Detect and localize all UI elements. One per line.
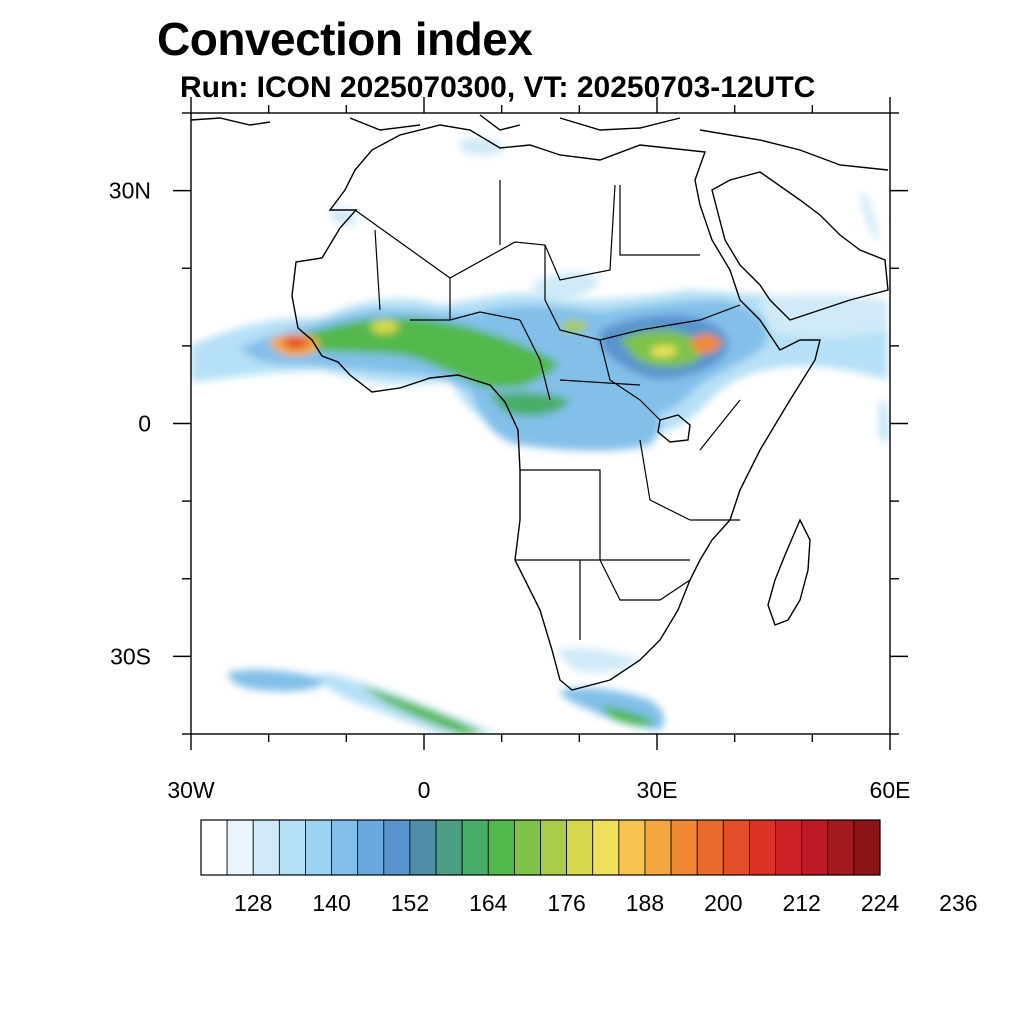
- colorbar-frame: [200, 819, 881, 876]
- convection-field: [191, 137, 888, 734]
- colorbar-label: 152: [391, 890, 429, 916]
- chart-title: Convection index: [157, 13, 533, 65]
- colorbar-label: 164: [469, 890, 508, 916]
- colorbar-label: 140: [312, 890, 350, 916]
- x-tick-label: 30W: [167, 777, 215, 803]
- colorbar-swatch: [566, 819, 594, 876]
- colorbar-swatch: [618, 819, 646, 876]
- colorbar-swatch: [827, 819, 855, 876]
- x-axis-labels: 30W 0 30E 60E: [167, 777, 910, 803]
- x-tick-label: 60E: [870, 777, 911, 803]
- colorbar-label: 176: [547, 890, 585, 916]
- colorbar-swatch: [592, 819, 620, 876]
- colorbar-swatch: [670, 819, 698, 876]
- colorbar-swatch: [278, 819, 306, 876]
- colorbar-swatch: [749, 819, 776, 876]
- x-tick-label: 0: [418, 777, 431, 803]
- y-tick-label: 30S: [110, 643, 151, 669]
- colorbar-swatch: [801, 819, 829, 876]
- colorbar-swatch: [383, 819, 411, 876]
- colorbar-swatch: [435, 819, 463, 876]
- colorbar-swatch: [200, 819, 228, 876]
- colorbar-swatch: [357, 819, 385, 876]
- chart-subtitle: Run: ICON 2025070300, VT: 20250703-12UTC: [180, 71, 816, 104]
- colorbar-swatch: [644, 819, 672, 876]
- colorbar-swatch: [252, 819, 280, 876]
- colorbar-labels: 128 140 152 164 176 188 200 212 224 236: [234, 890, 977, 916]
- y-tick-label: 30N: [109, 178, 151, 204]
- colorbar-swatch: [696, 819, 724, 876]
- colorbar-label: 188: [626, 890, 664, 916]
- colorbar-swatch: [409, 819, 437, 876]
- colorbar: [200, 819, 881, 876]
- colorbar-swatch: [513, 819, 541, 876]
- axis-ticks: [173, 97, 908, 750]
- colorbar-swatch: [722, 819, 750, 876]
- y-tick-label: 0: [138, 411, 151, 437]
- colorbar-label: 200: [704, 890, 742, 916]
- colorbar-swatch: [331, 819, 359, 876]
- colorbar-swatch: [305, 819, 332, 876]
- colorbar-label: 128: [234, 890, 272, 916]
- colorbar-swatch: [853, 819, 881, 876]
- colorbar-label: 212: [782, 890, 820, 916]
- y-axis-labels: 30N 0 30S: [109, 178, 151, 670]
- colorbar-swatch: [226, 819, 254, 876]
- x-tick-label: 30E: [637, 777, 678, 803]
- colorbar-label: 224: [861, 890, 900, 916]
- colorbar-swatch: [487, 819, 515, 876]
- country-borders: [354, 180, 741, 640]
- colorbar-swatch: [461, 819, 489, 876]
- colorbar-label: 236: [939, 890, 977, 916]
- colorbar-swatch: [540, 819, 568, 876]
- colorbar-swatch: [775, 819, 803, 876]
